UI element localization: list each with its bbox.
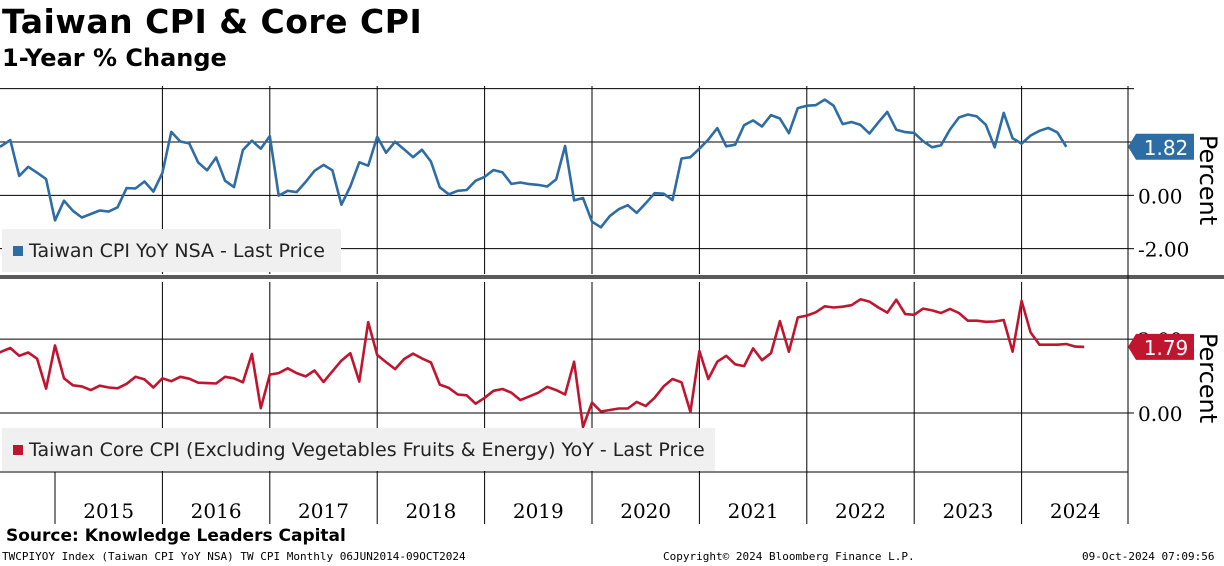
- year-label-2023: 2023: [942, 499, 993, 523]
- bottom-legend-swatch: [13, 445, 23, 455]
- bottom-last-value-label: 1.79: [1144, 336, 1189, 360]
- bottom-legend-text: Taiwan Core CPI (Excluding Vegetables Fr…: [28, 439, 705, 461]
- year-label-2021: 2021: [728, 499, 779, 523]
- top-ytick-label-1: 0.00: [1138, 184, 1183, 208]
- top-legend-box: [2, 229, 341, 272]
- footer-left: TWCPIYOY Index (Taiwan CPI YoY NSA) TW C…: [2, 550, 466, 563]
- label-layer: 2015 2016 2017 2018 2019 2020 2021 2022 2023 2024…: [2, 133, 1222, 523]
- year-label-2020: 2020: [620, 499, 671, 523]
- bottom-series-line: [0, 297, 1085, 429]
- year-label-2018: 2018: [405, 499, 456, 523]
- year-label-2015: 2015: [83, 499, 134, 523]
- top-legend-text: Taiwan CPI YoY NSA - Last Price: [28, 240, 325, 262]
- series-layer: [0, 98, 1085, 429]
- year-label-2017: 2017: [298, 499, 349, 523]
- top-legend-swatch: [13, 246, 23, 256]
- footer-copyright: Copyright© 2024 Bloomberg Finance L.P.: [663, 550, 915, 563]
- top-ytick-label-0: -2.00: [1138, 238, 1189, 262]
- bottom-legend-box: [2, 428, 715, 471]
- year-label-2022: 2022: [835, 499, 886, 523]
- top-ylabel: Percent: [1194, 135, 1222, 225]
- top-series-line: [0, 98, 1068, 229]
- chart-title: Taiwan CPI & Core CPI: [2, 2, 423, 41]
- chart-subtitle: 1-Year % Change: [2, 44, 227, 72]
- year-label-2016: 2016: [191, 499, 242, 523]
- source-note: Source: Knowledge Leaders Capital: [6, 526, 346, 546]
- footer-timestamp: 09-Oct-2024 07:09:56: [1082, 550, 1215, 563]
- bottom-ytick-label-0: 0.00: [1138, 402, 1183, 426]
- top-last-value-tag: [1128, 133, 1194, 160]
- axis-layer: [0, 86, 1224, 524]
- top-last-value-label: 1.82: [1144, 136, 1189, 160]
- bottom-ylabel: Percent: [1194, 333, 1222, 423]
- bottom-last-value-tag: [1128, 333, 1194, 360]
- year-label-2019: 2019: [513, 499, 564, 523]
- year-label-2024: 2024: [1050, 499, 1101, 523]
